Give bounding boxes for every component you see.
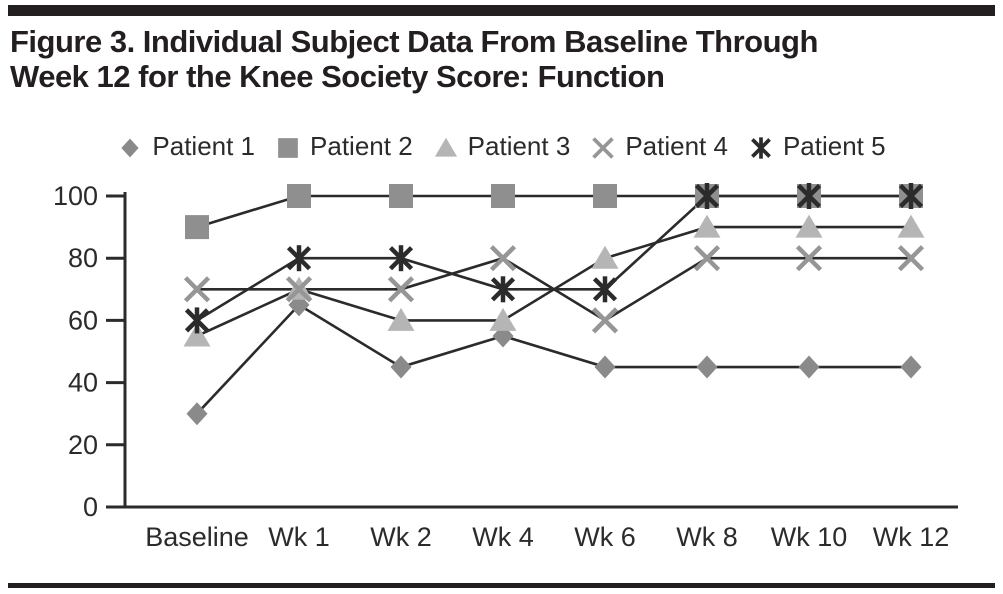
x-marker: [592, 136, 615, 159]
asterisk-marker: [184, 307, 210, 334]
line-chart: 0 20 40 60 80 100 Baseline Wk 1 Wk 2 Wk 4 Wk 6 Wk 8…: [53, 181, 958, 552]
legend-label: Patient 1: [152, 131, 256, 161]
square-marker: [278, 137, 298, 158]
y-tick-label: 40: [68, 368, 98, 398]
legend-item-patient-2: Patient 2: [275, 131, 413, 162]
triangle-marker: [795, 214, 823, 238]
y-tick-label: 0: [83, 492, 98, 522]
series-markers-patient-3: [183, 214, 925, 347]
x-marker: [693, 245, 721, 272]
asterisk-marker: [286, 245, 312, 272]
x-tick-label: Wk 2: [370, 522, 432, 552]
y-tick-label: 100: [53, 181, 98, 211]
square-marker: [491, 184, 515, 208]
series-markers-patient-4: [183, 245, 925, 334]
triangle-marker: [489, 307, 517, 331]
asterisk-marker: [490, 276, 516, 303]
triangle-marker: [591, 245, 619, 269]
x-tick-label: Wk 4: [472, 522, 534, 552]
x-marker: [897, 245, 925, 272]
x-tick-label: Wk 12: [873, 522, 950, 552]
series-markers-patient-1: [186, 293, 922, 426]
triangle-icon: [433, 134, 459, 160]
x-icon: [590, 134, 616, 160]
square-marker: [185, 215, 209, 240]
legend-item-patient-5: Patient 5: [748, 131, 886, 162]
asterisk-marker: [694, 183, 720, 209]
legend-label: Patient 4: [625, 131, 728, 161]
asterisk-marker: [751, 136, 771, 159]
legend-label: Patient 5: [782, 131, 886, 161]
diamond-marker: [121, 138, 140, 157]
series-line-patient-1: [196, 303, 911, 415]
x-tick-label: Wk 6: [574, 522, 636, 552]
triangle-marker: [693, 214, 721, 238]
triangle-marker: [897, 214, 925, 238]
x-marker: [795, 245, 823, 272]
figure-title-line1: Figure 3. Individual Subject Data From B…: [10, 24, 818, 59]
asterisk-marker: [796, 183, 822, 209]
diamond-marker: [594, 355, 616, 379]
chart-legend: Patient 1 Patient 2 Patient 3 Patient 4 …: [0, 131, 1003, 162]
asterisk-marker: [592, 276, 618, 303]
figure-title: Figure 3. Individual Subject Data From B…: [10, 24, 995, 94]
x-marker: [183, 276, 211, 303]
triangle-marker: [183, 323, 211, 347]
diamond-marker: [900, 355, 922, 379]
x-marker: [591, 307, 619, 334]
diamond-marker: [798, 355, 820, 379]
top-rule: [8, 5, 995, 16]
square-marker: [389, 184, 413, 208]
legend-item-patient-1: Patient 1: [117, 131, 255, 162]
y-tick-label: 80: [68, 243, 98, 273]
asterisk-icon: [748, 134, 774, 160]
diamond-marker: [390, 355, 412, 379]
legend-label: Patient 3: [467, 131, 571, 161]
square-marker: [287, 184, 311, 208]
asterisk-marker: [898, 183, 924, 209]
legend-item-patient-3: Patient 3: [433, 131, 571, 162]
triangle-marker: [434, 137, 457, 157]
square-icon: [275, 134, 301, 160]
x-tick-label: Baseline: [145, 522, 249, 552]
x-tick-label: Wk 1: [268, 522, 330, 552]
x-marker: [489, 245, 517, 272]
y-tick-label: 60: [68, 305, 98, 335]
diamond-marker: [186, 402, 208, 426]
figure-title-line2: Week 12 for the Knee Society Score: Func…: [10, 59, 665, 94]
x-marker: [285, 276, 313, 303]
legend-label: Patient 2: [310, 131, 413, 161]
diamond-marker: [696, 355, 718, 379]
bottom-rule: [8, 583, 995, 588]
y-tick-label: 20: [68, 430, 98, 460]
series-markers-patient-5: [184, 183, 924, 334]
x-tick-label: Wk 8: [676, 522, 738, 552]
asterisk-marker: [388, 245, 414, 272]
diamond-icon: [117, 134, 143, 160]
triangle-marker: [387, 307, 415, 331]
x-marker: [387, 276, 415, 303]
x-tick-label: Wk 10: [771, 522, 848, 552]
legend-item-patient-4: Patient 4: [590, 131, 728, 162]
series-line-patient-5: [196, 194, 911, 322]
square-marker: [593, 184, 617, 208]
